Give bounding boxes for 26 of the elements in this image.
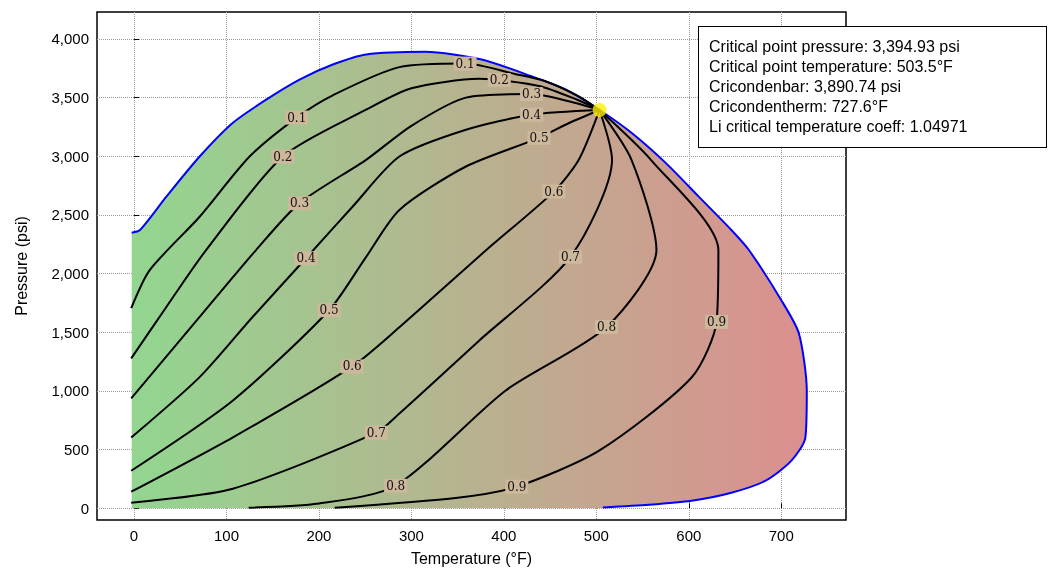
y-tick-label: 0	[80, 499, 89, 517]
x-tick-label: 400	[491, 527, 517, 544]
y-tick-label: 2,000	[51, 265, 89, 283]
y-tick-label: 4,000	[51, 30, 89, 48]
x-tick-label: 0	[129, 527, 139, 544]
y-tick-label: 2,500	[51, 206, 89, 224]
y-tick-label: 3,500	[51, 89, 89, 107]
x-tick-label: 100	[213, 527, 239, 544]
annotation: Li critical temperature coeff: 1.04971	[709, 117, 969, 137]
y-tick-label: 500	[63, 441, 89, 459]
annotation: Cricondenbar: 3,890.74 psi	[709, 77, 903, 97]
annotation: Critical point pressure: 3,394.93 psi	[709, 37, 961, 57]
annotation: Critical point temperature: 503.5°F	[709, 57, 954, 77]
x-tick-label: 500	[583, 527, 609, 544]
annotation: Cricondentherm: 727.6°F	[709, 97, 889, 117]
y-tick-label: 1,000	[51, 382, 89, 400]
point	[592, 102, 607, 117]
y-tick-label: 3,000	[51, 147, 89, 165]
y-tick-label: 1,500	[51, 323, 89, 341]
x-tick-label: 200	[306, 527, 332, 544]
y-axis-title: Pressure (psi)	[12, 216, 30, 316]
x-tick-label: 600	[676, 527, 702, 544]
x-axis-title: Temperature (°F)	[410, 549, 533, 567]
annotation: 0.2	[489, 73, 509, 88]
x-tick-label: 700	[768, 527, 794, 544]
x-tick-label: 300	[398, 527, 424, 544]
